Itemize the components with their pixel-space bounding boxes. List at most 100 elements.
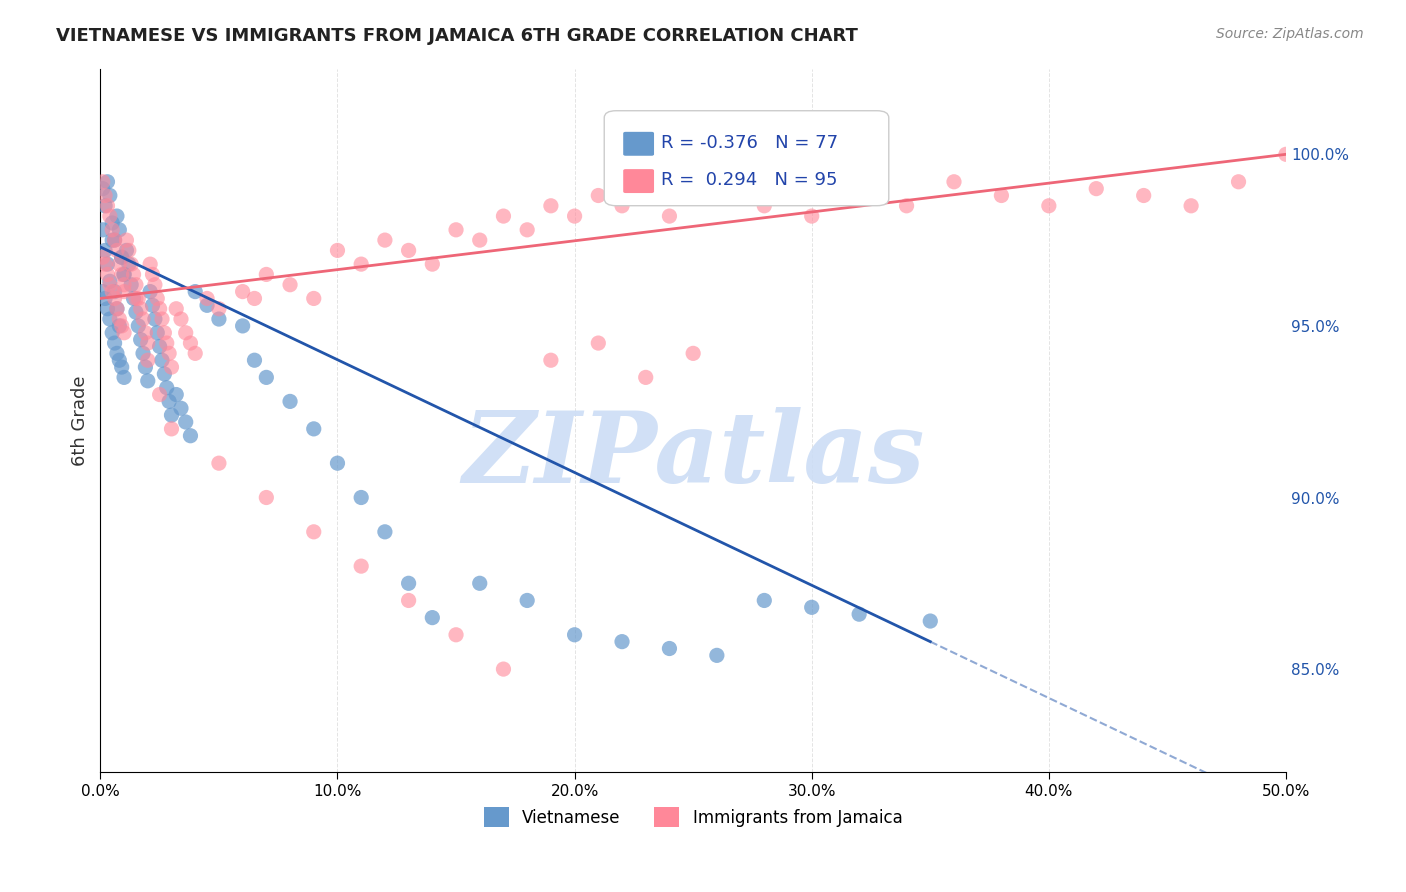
- Point: [132, 346, 155, 360]
- Point: [150, 353, 173, 368]
- Point: [139, 257, 162, 271]
- Point: [143, 277, 166, 292]
- Point: [208, 456, 231, 470]
- Point: [516, 223, 538, 237]
- Point: [91, 250, 114, 264]
- Point: [350, 257, 373, 271]
- Point: [564, 628, 586, 642]
- Point: [108, 318, 131, 333]
- Point: [150, 312, 173, 326]
- Point: [179, 336, 201, 351]
- Point: [101, 216, 124, 230]
- Point: [278, 394, 301, 409]
- Text: ZIPatlas: ZIPatlas: [463, 408, 924, 504]
- Point: [127, 318, 149, 333]
- Point: [350, 559, 373, 574]
- Point: [96, 268, 118, 282]
- Point: [112, 285, 135, 299]
- Point: [120, 277, 142, 292]
- Point: [588, 188, 610, 202]
- Point: [115, 233, 138, 247]
- Point: [754, 199, 776, 213]
- Point: [326, 456, 349, 470]
- Point: [420, 257, 443, 271]
- Text: R =  0.294   N = 95: R = 0.294 N = 95: [661, 171, 838, 189]
- Point: [1085, 181, 1108, 195]
- Point: [108, 353, 131, 368]
- Point: [96, 257, 118, 271]
- Point: [254, 370, 277, 384]
- Point: [96, 175, 118, 189]
- Point: [112, 370, 135, 384]
- Point: [1038, 199, 1060, 213]
- Point: [156, 381, 179, 395]
- Point: [105, 244, 128, 258]
- Point: [141, 298, 163, 312]
- Point: [160, 422, 183, 436]
- Point: [118, 257, 141, 271]
- Point: [111, 318, 134, 333]
- Point: [1132, 188, 1154, 202]
- Text: R = -0.376   N = 77: R = -0.376 N = 77: [661, 134, 838, 153]
- Point: [139, 285, 162, 299]
- Point: [195, 292, 218, 306]
- Point: [91, 181, 114, 195]
- Point: [184, 346, 207, 360]
- Point: [943, 175, 966, 189]
- Point: [374, 524, 396, 539]
- Point: [160, 408, 183, 422]
- Point: [94, 188, 117, 202]
- Point: [195, 298, 218, 312]
- Point: [232, 318, 254, 333]
- Point: [170, 401, 193, 416]
- Point: [516, 593, 538, 607]
- Point: [91, 285, 114, 299]
- Point: [112, 326, 135, 340]
- Point: [112, 268, 135, 282]
- Point: [136, 336, 159, 351]
- Point: [156, 336, 179, 351]
- Point: [243, 292, 266, 306]
- Point: [706, 648, 728, 663]
- Point: [149, 301, 172, 316]
- Point: [165, 387, 187, 401]
- Point: [302, 292, 325, 306]
- Point: [127, 292, 149, 306]
- Point: [143, 312, 166, 326]
- Point: [101, 233, 124, 247]
- Point: [564, 209, 586, 223]
- Point: [103, 292, 125, 306]
- Point: [98, 312, 121, 326]
- Point: [134, 360, 156, 375]
- Point: [94, 244, 117, 258]
- Point: [157, 394, 180, 409]
- Point: [98, 209, 121, 223]
- Point: [588, 336, 610, 351]
- Point: [108, 312, 131, 326]
- Point: [165, 301, 187, 316]
- Point: [149, 339, 172, 353]
- Point: [232, 285, 254, 299]
- Point: [398, 576, 420, 591]
- Point: [94, 199, 117, 213]
- Point: [149, 387, 172, 401]
- Point: [108, 257, 131, 271]
- Point: [103, 233, 125, 247]
- Point: [706, 188, 728, 202]
- Point: [136, 353, 159, 368]
- Point: [170, 312, 193, 326]
- Point: [540, 199, 562, 213]
- Point: [122, 292, 145, 306]
- Text: Source: ZipAtlas.com: Source: ZipAtlas.com: [1216, 27, 1364, 41]
- Point: [103, 233, 125, 247]
- Point: [91, 223, 114, 237]
- Point: [94, 257, 117, 271]
- FancyBboxPatch shape: [605, 111, 889, 206]
- Point: [540, 353, 562, 368]
- Point: [96, 301, 118, 316]
- Point: [468, 576, 491, 591]
- Point: [146, 292, 169, 306]
- Point: [468, 233, 491, 247]
- Point: [132, 312, 155, 326]
- Point: [444, 223, 467, 237]
